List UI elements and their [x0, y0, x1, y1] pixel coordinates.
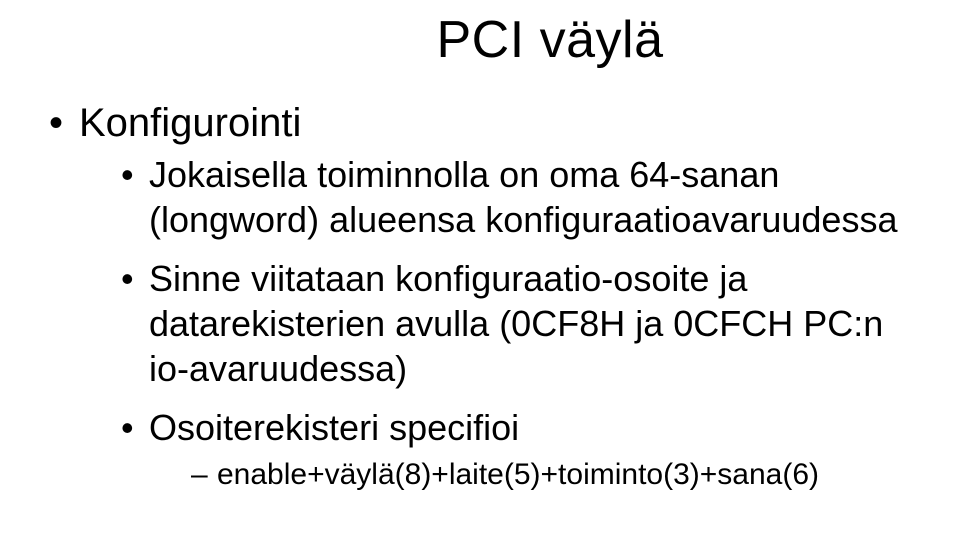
- bullet-list-level1: Konfigurointi Jokaisella toiminnolla on …: [40, 100, 920, 494]
- bullet-list-level3: enable+väylä(8)+laite(5)+toiminto(3)+san…: [149, 456, 920, 494]
- list-item: Osoiterekisteri specifioi enable+väylä(8…: [119, 405, 920, 494]
- item-text: Konfigurointi: [79, 101, 301, 145]
- item-text: enable+väylä(8)+laite(5)+toiminto(3)+san…: [217, 458, 819, 491]
- item-text: Jokaisella toiminnolla on oma 64-sanan (…: [149, 154, 897, 240]
- list-item: Jokaisella toiminnolla on oma 64-sanan (…: [119, 152, 920, 242]
- list-item: enable+väylä(8)+laite(5)+toiminto(3)+san…: [189, 456, 920, 494]
- list-item: Konfigurointi Jokaisella toiminnolla on …: [45, 100, 920, 494]
- bullet-list-level2: Jokaisella toiminnolla on oma 64-sanan (…: [79, 152, 920, 494]
- item-text: Osoiterekisteri specifioi: [149, 407, 519, 448]
- list-item: Sinne viitataan konfiguraatio-osoite ja …: [119, 256, 920, 391]
- item-text: Sinne viitataan konfiguraatio-osoite ja …: [149, 258, 883, 389]
- slide: PCI väylä Konfigurointi Jokaisella toimi…: [0, 0, 960, 534]
- slide-title: PCI väylä: [40, 10, 920, 70]
